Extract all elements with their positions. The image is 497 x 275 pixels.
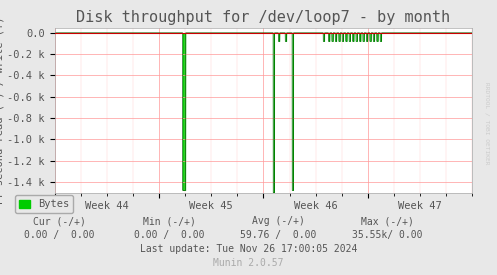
- Text: RRDTOOL / TOBI OETIKER: RRDTOOL / TOBI OETIKER: [485, 82, 490, 165]
- Text: 35.55k/ 0.00: 35.55k/ 0.00: [352, 230, 423, 240]
- Text: Munin 2.0.57: Munin 2.0.57: [213, 258, 284, 268]
- Text: 0.00 /  0.00: 0.00 / 0.00: [24, 230, 95, 240]
- Text: Week 45: Week 45: [189, 201, 233, 211]
- Text: Min (-/+): Min (-/+): [143, 216, 195, 226]
- Title: Disk throughput for /dev/loop7 - by month: Disk throughput for /dev/loop7 - by mont…: [77, 10, 450, 25]
- Y-axis label: Pr second read (-) / write (+): Pr second read (-) / write (+): [0, 16, 4, 204]
- Text: Week 44: Week 44: [85, 201, 129, 211]
- Text: 59.76 /  0.00: 59.76 / 0.00: [240, 230, 317, 240]
- Text: Week 46: Week 46: [294, 201, 337, 211]
- Legend: Bytes: Bytes: [15, 195, 74, 213]
- Text: Max (-/+): Max (-/+): [361, 216, 414, 226]
- Text: 0.00 /  0.00: 0.00 / 0.00: [134, 230, 204, 240]
- Text: Cur (-/+): Cur (-/+): [33, 216, 86, 226]
- Text: Week 47: Week 47: [398, 201, 442, 211]
- Text: Last update: Tue Nov 26 17:00:05 2024: Last update: Tue Nov 26 17:00:05 2024: [140, 244, 357, 254]
- Text: Avg (-/+): Avg (-/+): [252, 216, 305, 226]
